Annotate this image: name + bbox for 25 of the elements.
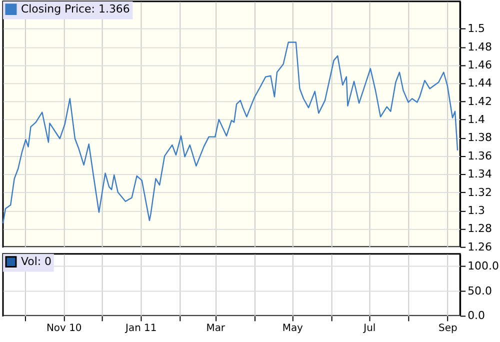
legend-label: Closing Price: 1.366 bbox=[20, 2, 130, 16]
y-tick-label: 1.38 bbox=[468, 131, 492, 144]
x-tick-label: Nov 10 bbox=[46, 323, 82, 334]
x-tick-label: Jul bbox=[362, 323, 376, 334]
y-tick-label: 1.46 bbox=[468, 58, 492, 72]
y-tick-label: 1.44 bbox=[468, 76, 492, 90]
x-tick-label: Mar bbox=[206, 323, 226, 334]
y-tick-label: 1.36 bbox=[468, 149, 492, 162]
x-tick-label: Sep bbox=[438, 323, 458, 334]
y-tick-label: 100.0 bbox=[468, 260, 499, 273]
y-tick-label: 1.3 bbox=[468, 204, 486, 217]
y-tick-label: 1.26 bbox=[468, 240, 492, 254]
y-tick-label: 50.0 bbox=[468, 284, 492, 298]
y-tick-label: 1.4 bbox=[468, 113, 486, 126]
line-series bbox=[2, 42, 458, 224]
y-tick-label: 0.0 bbox=[468, 309, 486, 322]
y-tick-label: 1.34 bbox=[468, 168, 492, 181]
legend-label: Vol: 0 bbox=[20, 254, 52, 268]
y-tick-label: 1.28 bbox=[468, 222, 492, 236]
y-tick-label: 1.32 bbox=[468, 186, 492, 199]
y-tick-label: 1.48 bbox=[468, 40, 492, 54]
y-tick-label: 1.42 bbox=[468, 94, 492, 108]
x-tick-label: Jan 11 bbox=[124, 323, 157, 334]
y-tick-label: 1.5 bbox=[468, 22, 486, 36]
x-tick-label: May bbox=[282, 323, 304, 334]
